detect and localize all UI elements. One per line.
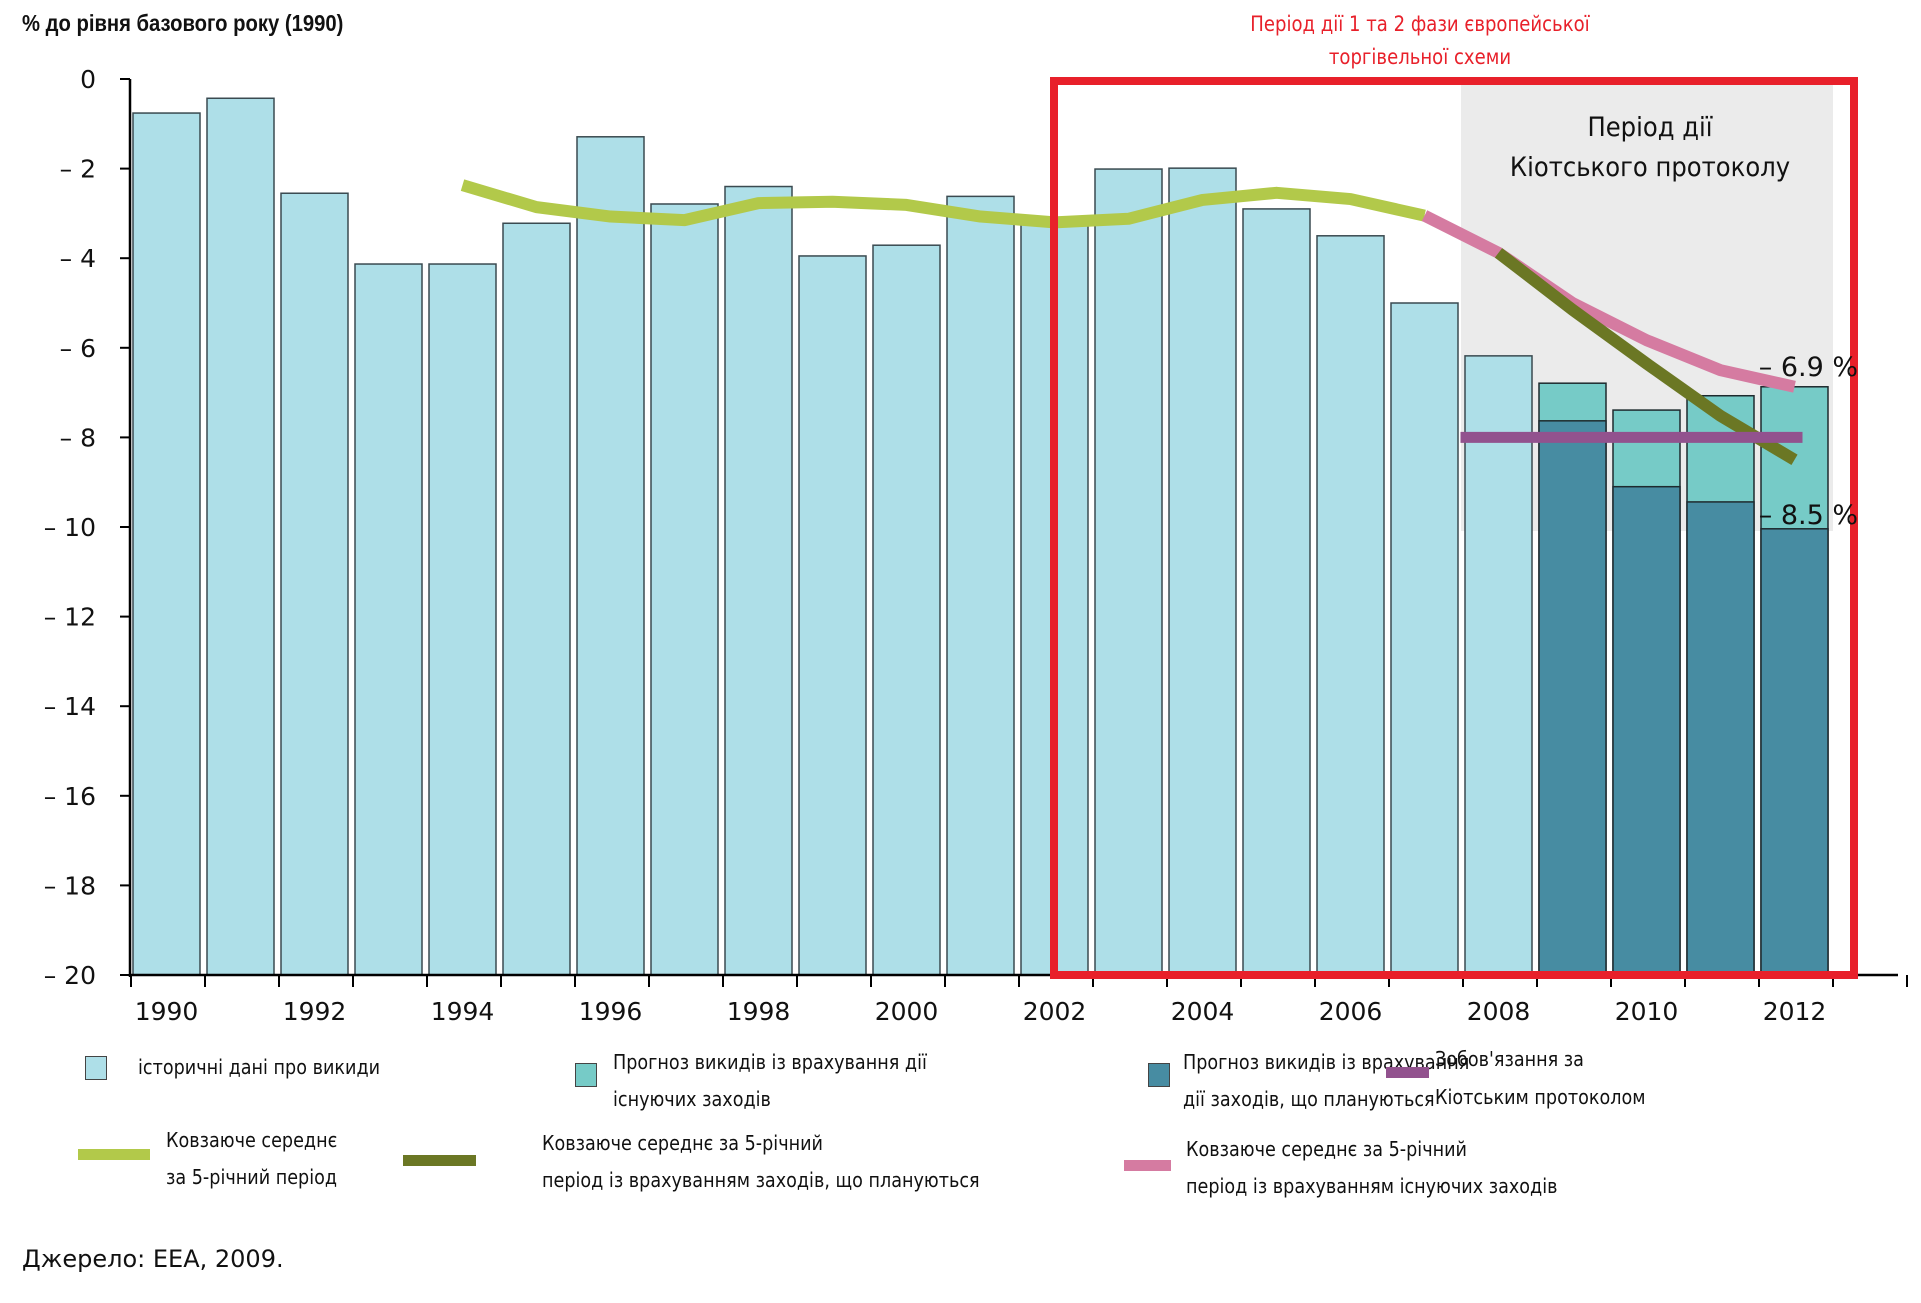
bar-planned-measures-2011 [1686, 501, 1755, 976]
x-tick-label: 2006 [1319, 997, 1383, 1026]
bar-historical-1993 [354, 263, 423, 976]
source-note: Джерело: ЕЕА, 2009. [22, 1245, 284, 1273]
kyoto-period-annotation: Період дії Кіотського протоколу [1488, 108, 1812, 188]
x-tick-label: 2000 [875, 997, 939, 1026]
y-tick-label: – 2 [60, 155, 96, 184]
moving-average-planned-line [1494, 248, 1798, 465]
y-tick-label: – 14 [44, 692, 96, 721]
bar-historical-2008 [1464, 355, 1533, 976]
bar-historical-1991 [206, 97, 275, 976]
bar-historical-1999 [798, 255, 867, 976]
bar-historical-1992 [280, 192, 349, 976]
x-tick-label: 1990 [135, 997, 199, 1026]
bar-historical-2004 [1168, 167, 1237, 976]
bar-planned-measures-2009 [1538, 420, 1607, 976]
y-tick-label: – 16 [44, 782, 96, 811]
bar-historical-1997 [650, 203, 719, 976]
x-tick-label: 2010 [1615, 997, 1679, 1026]
bar-historical-2006 [1316, 235, 1385, 976]
x-tick-label: 1992 [283, 997, 347, 1026]
kyoto-period-line2: Кіотського протоколу [1509, 152, 1791, 183]
y-tick-label: – 10 [44, 513, 96, 542]
annotation-planned-2012: – 8.5 % [1759, 500, 1858, 531]
x-tick-label: 2008 [1467, 997, 1531, 1026]
y-tick-label: – 8 [60, 423, 96, 452]
bar-planned-measures-2012 [1760, 528, 1829, 976]
ets-period-line1: Період дії 1 та 2 фази європейської [1250, 12, 1590, 36]
bar-historical-1995 [502, 222, 571, 976]
x-tick-label: 1998 [727, 997, 791, 1026]
bar-historical-2005 [1242, 208, 1311, 976]
moving-average-line [460, 179, 1426, 229]
annotation-existing-2012: – 6.9 % [1759, 352, 1858, 383]
y-tick-label: – 6 [60, 334, 96, 363]
bar-historical-1996 [576, 136, 645, 976]
y-tick-label: – 20 [44, 961, 96, 990]
y-tick-label: – 18 [44, 871, 96, 900]
x-tick-label: 1994 [431, 997, 495, 1026]
bar-historical-2000 [872, 244, 941, 976]
bar-historical-1994 [428, 263, 497, 976]
bar-historical-2003 [1094, 168, 1163, 976]
x-tick-label: 2002 [1023, 997, 1087, 1026]
ets-period-annotation: Період дії 1 та 2 фази європейської торг… [1196, 8, 1643, 74]
x-tick-label: 2012 [1763, 997, 1827, 1026]
x-tick-label: 1996 [579, 997, 643, 1026]
moving-average-existing-line [1421, 210, 1796, 393]
bar-planned-measures-2010 [1612, 485, 1681, 976]
y-axis-title: % до рівня базового року (1990) [22, 10, 344, 36]
bar-historical-2001 [946, 195, 1015, 976]
y-tick-label: – 4 [60, 244, 96, 273]
y-tick-label: 0 [80, 65, 96, 94]
bar-historical-2007 [1390, 302, 1459, 976]
ets-period-line2: торгівельної схеми [1328, 45, 1512, 69]
ets-period-box [1050, 77, 1858, 979]
bar-historical-1990 [132, 112, 201, 976]
x-tick-label: 2004 [1171, 997, 1235, 1026]
bar-historical-1998 [724, 185, 793, 976]
kyoto-period-line1: Період дії [1587, 112, 1713, 143]
y-tick-label: – 12 [44, 603, 96, 632]
